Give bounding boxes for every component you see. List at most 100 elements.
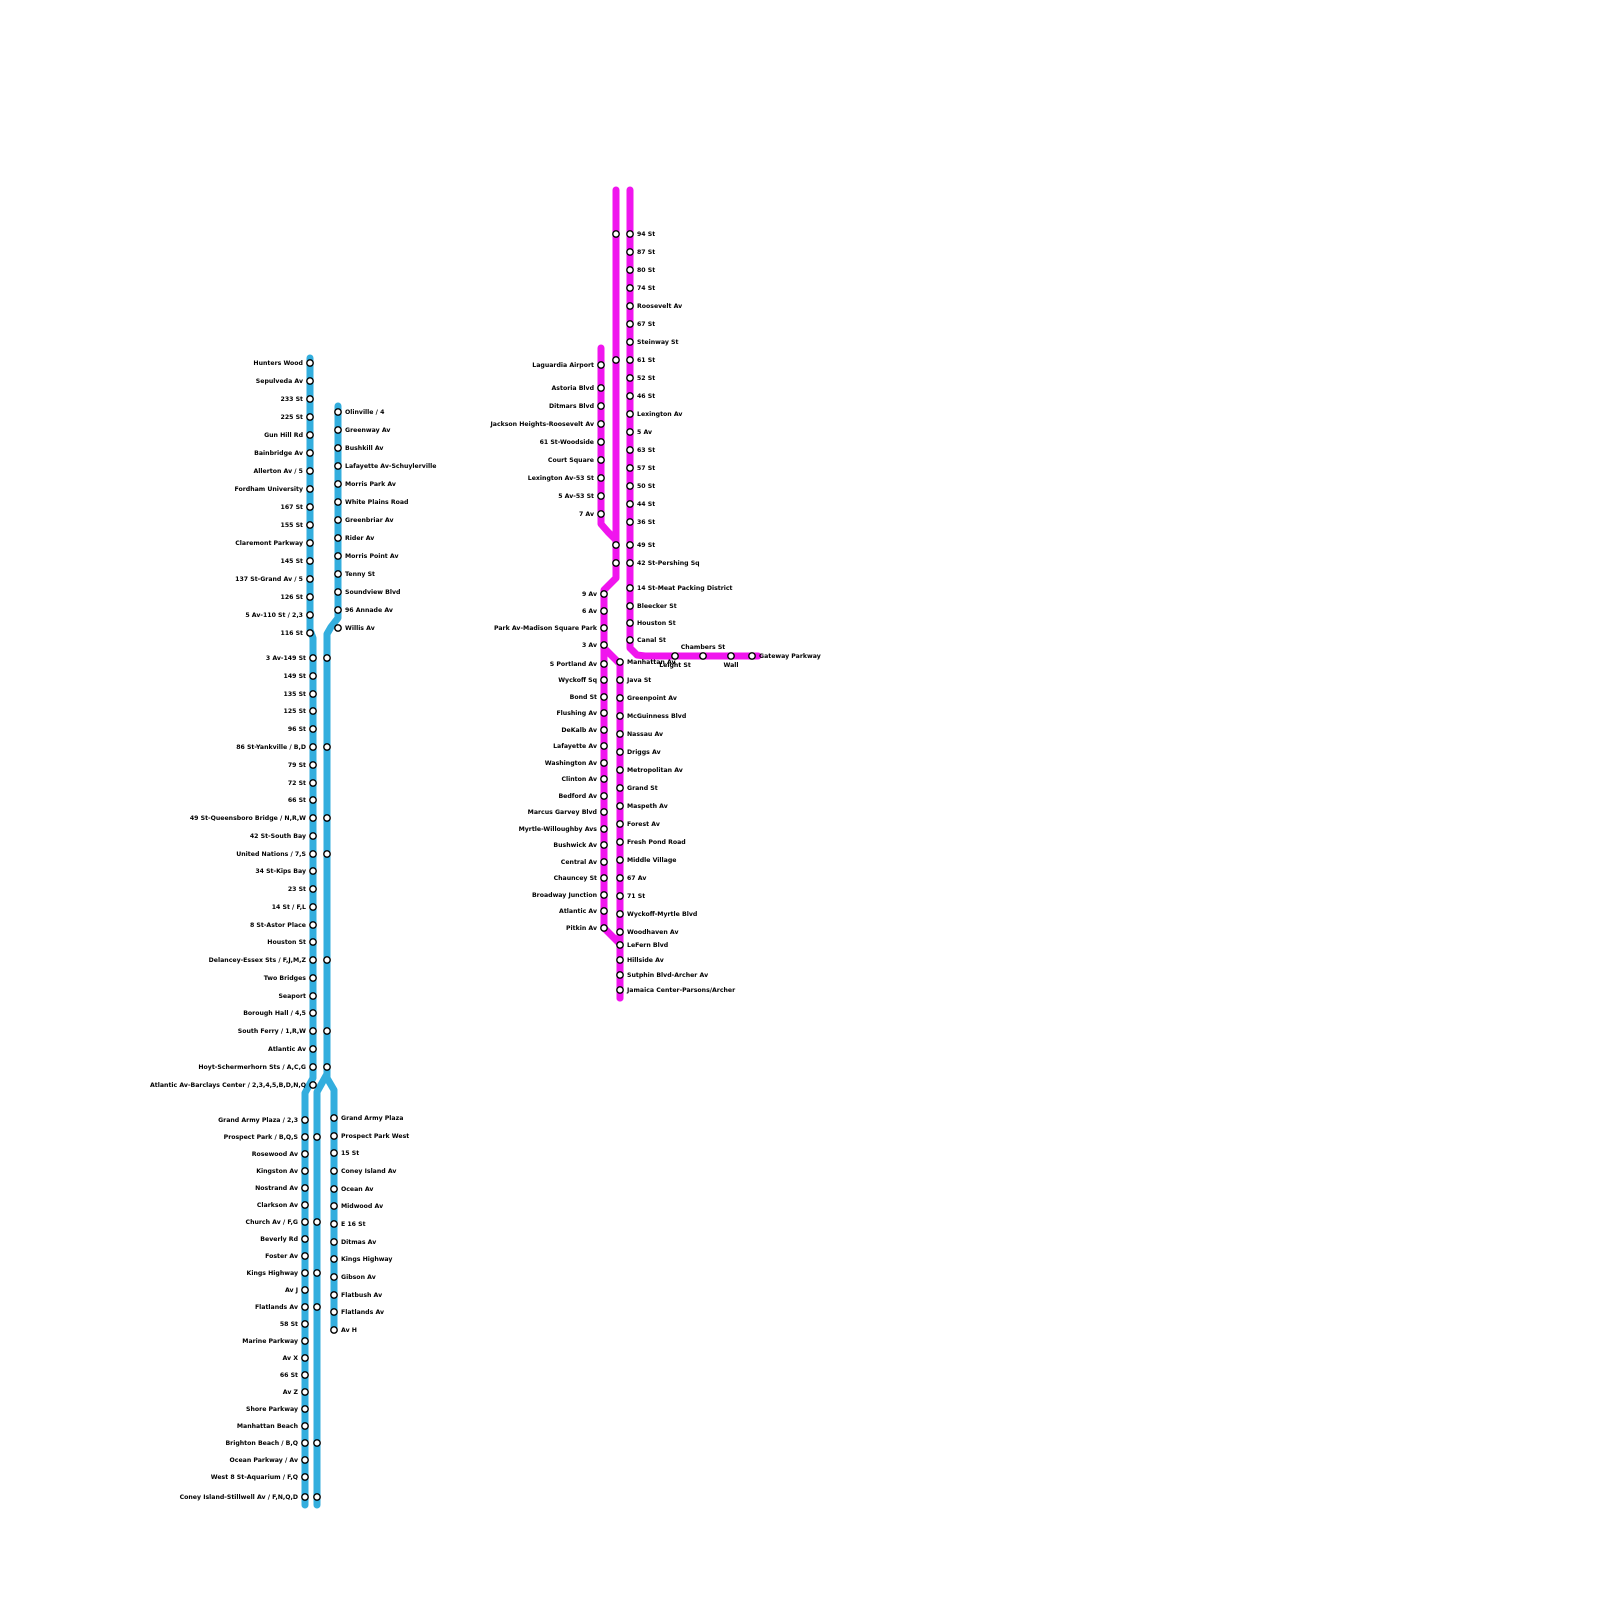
station-dot xyxy=(600,858,608,866)
station-label: 3 Av-149 St xyxy=(266,655,306,662)
station-dot xyxy=(301,1371,309,1379)
station-label: Kingston Av xyxy=(256,1168,298,1175)
station-dot xyxy=(330,1202,338,1210)
station-dot xyxy=(626,428,634,436)
station-dot xyxy=(597,438,605,446)
station-label: Greenpoint Av xyxy=(627,695,677,702)
station-dot xyxy=(626,266,634,274)
station-dot xyxy=(597,456,605,464)
station-label: 145 St xyxy=(281,558,304,565)
station-dot xyxy=(616,956,624,964)
station-label: Clarkson Av xyxy=(257,1202,298,1209)
station-dot xyxy=(306,449,314,457)
station-dot xyxy=(600,676,608,684)
station-label: 49 St xyxy=(637,542,655,549)
station-label: Flatlands Av xyxy=(255,1304,298,1311)
station-dot xyxy=(626,392,634,400)
station-dot xyxy=(626,518,634,526)
station-label: Middle Village xyxy=(627,857,676,864)
station-dot xyxy=(330,1255,338,1263)
station-dot xyxy=(306,557,314,565)
station-label: Pitkin Av xyxy=(566,925,597,932)
station-dot xyxy=(330,1308,338,1316)
station-label: LeFern Blvd xyxy=(627,942,668,949)
station-dot xyxy=(616,838,624,846)
station-dot xyxy=(616,820,624,828)
station-dot xyxy=(748,652,756,660)
station-dot xyxy=(301,1252,309,1260)
station-dot xyxy=(301,1218,309,1226)
station-label: Astoria Blvd xyxy=(552,385,594,392)
station-dot xyxy=(626,410,634,418)
station-label: Manhattan Av xyxy=(627,659,676,666)
station-dot xyxy=(309,654,317,662)
station-label: Lafayette Av xyxy=(553,743,597,750)
station-label: Roosevelt Av xyxy=(637,303,682,310)
station-label: Marcus Garvey Blvd xyxy=(528,809,597,816)
station-dot xyxy=(597,474,605,482)
station-dot xyxy=(313,1303,321,1311)
station-label: Sepulveda Av xyxy=(256,378,303,385)
magenta-line xyxy=(597,186,762,1002)
station-label: 14 St / F,L xyxy=(272,904,306,911)
station-label: Allerton Av / 5 xyxy=(253,468,303,475)
station-dot xyxy=(600,841,608,849)
station-dot xyxy=(334,588,342,596)
station-label: 58 St xyxy=(280,1321,298,1328)
station-dot xyxy=(309,761,317,769)
station-label: Chambers St xyxy=(681,644,726,651)
station-dot xyxy=(309,938,317,946)
station-dot xyxy=(600,607,608,615)
station-dot xyxy=(626,284,634,292)
station-label: Driggs Av xyxy=(627,749,661,756)
station-label: Greenbriar Av xyxy=(345,517,394,524)
station-dot xyxy=(301,1150,309,1158)
station-label: Flushing Av xyxy=(556,710,597,717)
station-label: Wyckoff-Myrtle Blvd xyxy=(627,911,697,918)
station-dot xyxy=(301,1167,309,1175)
station-label: 96 St xyxy=(288,726,306,733)
station-label: Ocean Av xyxy=(341,1186,373,1193)
station-dot xyxy=(323,743,331,751)
station-dot xyxy=(616,712,624,720)
station-label: Atlantic Av xyxy=(268,1046,306,1053)
station-label: 34 St-Kips Bay xyxy=(255,868,306,875)
station-label: Av Z xyxy=(283,1389,299,1396)
station-label: Houston St xyxy=(637,620,676,627)
station-label: Woodhaven Av xyxy=(627,929,679,936)
station-label: Central Av xyxy=(561,859,597,866)
station-label: Coney Island-Stillwell Av / F,N,Q,D xyxy=(180,1494,298,1501)
station-label: Kings Highway xyxy=(247,1270,298,1277)
station-dot xyxy=(600,808,608,816)
station-label: United Nations / 7,S xyxy=(236,851,306,858)
station-label: Olinville / 4 xyxy=(345,409,385,416)
station-dot xyxy=(309,1063,317,1071)
station-label: Grand Army Plaza / 2,3 xyxy=(218,1117,298,1124)
station-label: South Ferry / 1,R,W xyxy=(238,1028,306,1035)
station-label: 149 St xyxy=(284,673,307,680)
station-label: Wall xyxy=(723,662,738,669)
station-label: Gun Hill Rd xyxy=(264,432,303,439)
station-label: Bushkill Av xyxy=(345,445,383,452)
station-dot xyxy=(301,1493,309,1501)
station-label: Lafayette Av-Schuylerville xyxy=(345,463,436,470)
station-label: Nostrand Av xyxy=(255,1185,298,1192)
station-dot xyxy=(309,921,317,929)
station-dot xyxy=(600,759,608,767)
cyan-line-segment xyxy=(301,354,317,1509)
station-label: 125 St xyxy=(284,708,307,715)
station-label: Two Bridges xyxy=(264,975,307,982)
station-dot xyxy=(612,230,620,238)
station-dot xyxy=(306,485,314,493)
station-dot xyxy=(306,395,314,403)
station-label: S Portland Av xyxy=(550,661,597,668)
station-label: 57 St xyxy=(637,465,655,472)
station-dot xyxy=(597,420,605,428)
station-dot xyxy=(330,1326,338,1334)
station-dot xyxy=(306,503,314,511)
station-dot xyxy=(309,1045,317,1053)
station-dot xyxy=(626,500,634,508)
station-dot xyxy=(313,1493,321,1501)
